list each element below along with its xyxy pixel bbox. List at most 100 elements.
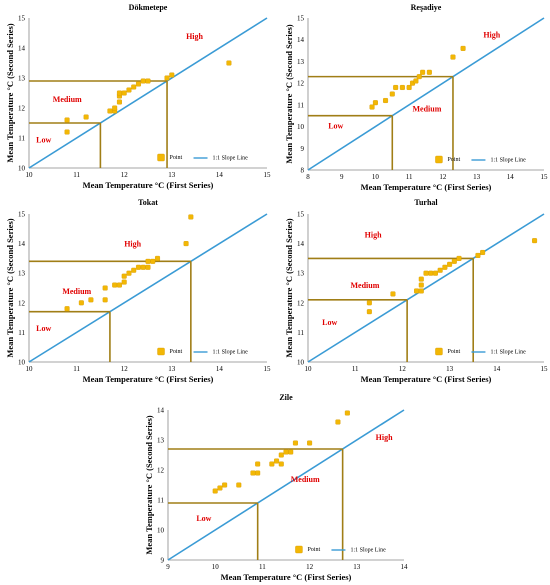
- x-tick-label: 15: [264, 365, 272, 373]
- x-tick-label: 12: [121, 171, 129, 179]
- chart-title: Turhal: [414, 198, 438, 207]
- data-point: [217, 485, 223, 491]
- y-tick-label: 11: [157, 497, 164, 505]
- legend-point-marker: [157, 347, 165, 356]
- data-point: [64, 117, 70, 123]
- x-axis-label: Mean Temperature °C (First Series): [83, 180, 214, 190]
- data-point: [269, 461, 275, 467]
- data-point: [145, 78, 151, 84]
- legend-line-label: 1:1 Slope Line: [213, 156, 249, 162]
- legend-point-label: Point: [307, 547, 320, 553]
- data-point: [307, 440, 313, 446]
- y-tick-label: 14: [297, 36, 305, 44]
- y-tick-label: 10: [18, 359, 26, 367]
- y-tick-label: 13: [18, 75, 26, 83]
- y-axis-label: Mean Temperature °C (Second Series): [5, 23, 15, 162]
- y-tick-label: 10: [297, 359, 305, 367]
- y-tick-label: 12: [157, 467, 165, 475]
- data-point: [292, 440, 298, 446]
- data-point: [389, 91, 395, 97]
- data-point: [416, 74, 422, 80]
- slope-line: [28, 213, 268, 363]
- data-point: [366, 309, 372, 315]
- chart-title: Dökmetepe: [129, 3, 168, 12]
- data-point: [393, 84, 399, 90]
- data-point: [418, 282, 424, 288]
- legend-point-label: Point: [447, 157, 460, 163]
- slope-line: [167, 409, 405, 561]
- zone-label-low: Low: [328, 122, 343, 131]
- y-tick-label: 15: [297, 211, 305, 219]
- zone-label-high: High: [365, 231, 382, 240]
- data-point: [222, 482, 228, 488]
- data-point: [442, 264, 448, 270]
- legend-point-label: Point: [170, 155, 183, 161]
- data-point: [155, 255, 161, 261]
- x-tick-label: 13: [446, 365, 454, 373]
- data-point: [135, 264, 141, 270]
- data-point: [283, 449, 289, 455]
- data-point: [274, 458, 280, 464]
- y-tick-label: 14: [18, 45, 26, 53]
- x-tick-label: 11: [352, 365, 359, 373]
- y-tick-label: 15: [18, 211, 26, 219]
- data-point: [451, 258, 457, 264]
- x-tick-label: 10: [305, 365, 313, 373]
- data-point: [278, 452, 284, 458]
- x-tick-label: 13: [168, 365, 176, 373]
- data-point: [116, 99, 122, 105]
- data-point: [131, 267, 137, 273]
- data-point: [390, 291, 396, 297]
- y-tick-label: 12: [18, 105, 26, 113]
- x-tick-label: 14: [216, 365, 224, 373]
- slope-line: [28, 17, 268, 169]
- data-point: [150, 258, 156, 264]
- y-tick-label: 15: [18, 15, 26, 23]
- data-point: [383, 98, 389, 104]
- zone-label-medium: Medium: [413, 104, 442, 113]
- data-point: [107, 108, 113, 114]
- chart-title: Tokat: [138, 198, 158, 207]
- x-tick-label: 15: [541, 365, 549, 373]
- x-tick-label: 10: [26, 365, 34, 373]
- data-point: [288, 449, 294, 455]
- data-point: [164, 75, 170, 81]
- data-point: [255, 470, 261, 476]
- x-tick-label: 13: [168, 171, 176, 179]
- y-tick-label: 10: [297, 123, 305, 131]
- data-point: [447, 261, 453, 267]
- chart-title: Zile: [279, 393, 293, 402]
- x-tick-label: 8: [306, 173, 310, 181]
- data-point: [423, 270, 429, 276]
- slope-line: [307, 213, 545, 363]
- x-tick-label: 14: [493, 365, 501, 373]
- zone-label-high: High: [376, 433, 393, 442]
- data-point: [121, 90, 127, 96]
- y-tick-label: 12: [297, 299, 305, 307]
- x-tick-label: 9: [166, 563, 170, 571]
- zone-label-low: Low: [196, 514, 211, 523]
- data-point: [188, 214, 194, 220]
- y-tick-label: 15: [297, 15, 305, 23]
- y-tick-label: 11: [18, 135, 25, 143]
- x-tick-label: 13: [353, 563, 361, 571]
- legend-line-label: 1:1 Slope Line: [350, 548, 386, 554]
- data-point: [255, 461, 261, 467]
- data-point: [399, 84, 405, 90]
- data-point: [140, 78, 146, 84]
- x-tick-label: 13: [473, 173, 481, 181]
- y-tick-label: 14: [18, 240, 26, 248]
- data-point: [420, 69, 426, 75]
- data-point: [250, 470, 256, 476]
- data-point: [140, 264, 146, 270]
- data-point: [335, 419, 341, 425]
- data-point: [212, 488, 218, 494]
- data-point: [135, 81, 141, 87]
- x-tick-label: 11: [406, 173, 413, 181]
- zone-label-low: Low: [36, 324, 51, 333]
- x-tick-label: 14: [216, 171, 224, 179]
- y-tick-label: 14: [297, 240, 305, 248]
- y-tick-label: 13: [157, 437, 165, 445]
